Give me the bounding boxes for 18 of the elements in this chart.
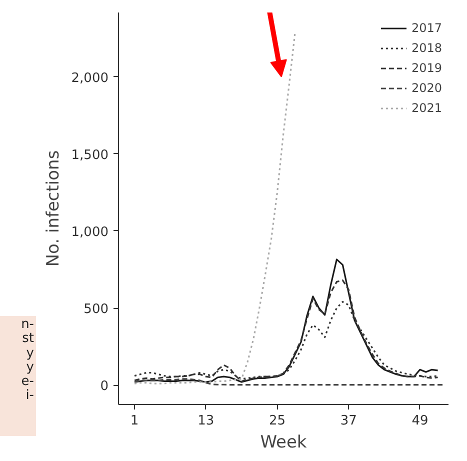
x-axis-title: Week	[260, 432, 307, 452]
legend-label: 2021	[411, 101, 442, 115]
legend-label: 2018	[411, 41, 442, 55]
legend-label: 2020	[411, 81, 442, 95]
text: n- st y y e- i-	[21, 317, 34, 404]
x-tick-label: 49	[412, 414, 428, 428]
y-axis-title: No. infections	[43, 150, 64, 267]
y-tick-label: 1,500	[71, 148, 108, 163]
x-tick-label: 25	[268, 414, 286, 428]
y-tick-label: 500	[84, 302, 109, 318]
x-tick-label: 1	[130, 414, 139, 428]
x-tick-label: 13	[198, 414, 214, 428]
legend-label: 2019	[411, 61, 442, 75]
x-tick-label: 37	[340, 414, 357, 428]
legend-label: 2017	[411, 21, 442, 35]
y-tick-label: 0	[100, 379, 109, 394]
y-tick-label: 1,000	[71, 224, 108, 240]
y-tick-label: 2,000	[71, 70, 108, 86]
